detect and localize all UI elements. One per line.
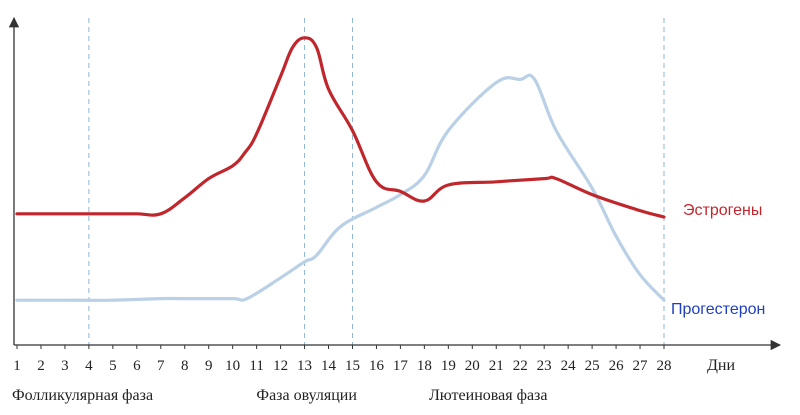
x-tick-label: 9 xyxy=(205,358,213,374)
series-lines xyxy=(15,36,666,302)
x-tick-label: 19 xyxy=(441,358,456,374)
x-tick-label: 14 xyxy=(321,358,337,374)
x-tick-label: 7 xyxy=(157,358,165,374)
x-tick-label: 13 xyxy=(297,358,312,374)
x-axis-title: Дни xyxy=(707,357,735,374)
x-tick-label: 16 xyxy=(369,358,385,374)
x-tick-label: 24 xyxy=(561,358,577,374)
x-ticks: 1 2 3 4 5 6 7 8 9 10 11 12 13 14 15 16 17 18 19 20 21 22 23 24 2… xyxy=(13,345,672,374)
series-labels: Эстрогены Прогестерон xyxy=(671,202,765,318)
phase-label-2: Лютеиновая фаза xyxy=(429,387,548,404)
x-tick-label: 25 xyxy=(585,358,600,374)
x-tick-label: 21 xyxy=(489,358,504,374)
series-label-progesterone: Прогестерон xyxy=(671,301,765,318)
phase-lines xyxy=(88,18,665,345)
x-tick-label: 28 xyxy=(657,358,672,374)
x-tick-label: 1 xyxy=(13,358,21,374)
phase-label-0: Фолликулярная фаза xyxy=(12,387,153,404)
x-tick-label: 11 xyxy=(249,358,263,374)
series-label-estrogen: Эстрогены xyxy=(683,202,762,219)
x-tick-label: 5 xyxy=(109,358,117,374)
x-tick-label: 6 xyxy=(133,358,141,374)
series-line-estrogen xyxy=(15,36,666,219)
series-line-progesterone xyxy=(15,73,666,302)
x-tick-label: 27 xyxy=(633,358,649,374)
x-tick-label: 12 xyxy=(273,358,288,374)
phase-label-1: Фаза овуляции xyxy=(256,387,357,404)
x-tick-label: 20 xyxy=(465,358,480,374)
x-tick-label: 10 xyxy=(225,358,240,374)
x-tick-label: 26 xyxy=(609,358,625,374)
x-tick-label: 22 xyxy=(513,358,528,374)
x-tick-label: 2 xyxy=(37,358,45,374)
x-tick-label: 15 xyxy=(345,358,360,374)
x-tick-label: 18 xyxy=(417,358,432,374)
x-tick-label: 4 xyxy=(85,358,93,374)
phase-labels: Фолликулярная фаза Фаза овуляции Лютеинова… xyxy=(12,387,547,404)
x-tick-label: 17 xyxy=(393,358,409,374)
x-tick-label: 8 xyxy=(181,358,189,374)
x-tick-label: 3 xyxy=(61,358,69,374)
x-tick-label: 23 xyxy=(537,358,552,374)
